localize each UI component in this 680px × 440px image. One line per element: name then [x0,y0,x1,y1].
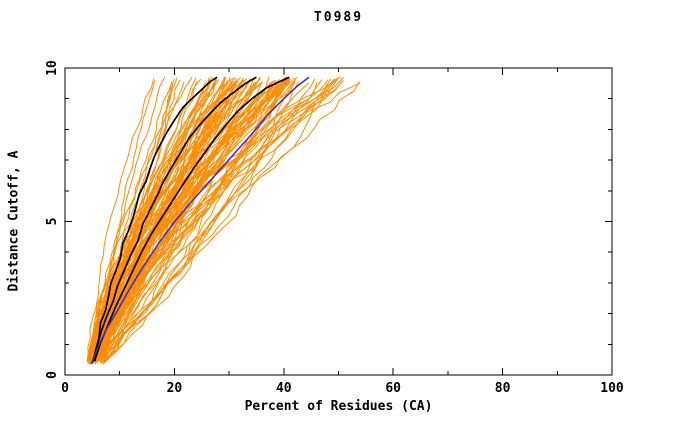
ensemble-curve [88,76,193,361]
ensemble-curve [90,82,310,362]
ensemble-curve [92,79,329,363]
x-tick-label: 100 [600,381,624,396]
x-tick-label: 0 [61,381,69,396]
y-tick-label: 0 [45,371,60,379]
ensemble-curve [104,80,287,358]
ensemble-curve [98,80,276,361]
highlight-curves [90,76,310,365]
highlight-curve-1 [92,76,218,362]
ensemble-curve [91,81,238,364]
ensemble-curve [89,81,294,365]
x-tick-label: 60 [385,381,401,396]
x-tick-label: 20 [167,381,183,396]
ensemble-curve [95,80,344,361]
ensemble-curves [86,76,361,365]
x-tick-label: 80 [495,381,511,396]
ensemble-curve [91,77,251,358]
ensemble-curve [96,76,261,361]
ensemble-curve [102,77,339,365]
ensemble-curve [92,78,155,364]
ensemble-curve [93,76,226,358]
ensemble-curve [89,82,248,363]
ensemble-curve [89,78,291,361]
ensemble-curve [94,78,316,364]
ensemble-curve [87,79,336,365]
ensemble-curve [92,80,291,359]
highlight-curve-2 [91,76,257,363]
y-tick-label: 5 [45,218,60,226]
highlight-curve-3 [93,76,290,362]
tick-labels: 0 20 40 60 80 100 0 5 10 [45,60,624,396]
x-axis-label: Percent of Residues (CA) [244,399,433,414]
ensemble-curve [105,80,235,360]
y-tick-label: 10 [45,60,60,76]
x-tick-label: 40 [276,381,292,396]
axes [64,67,613,376]
reference-curve-blue [90,76,310,365]
chart-title: T0989 [313,10,364,25]
